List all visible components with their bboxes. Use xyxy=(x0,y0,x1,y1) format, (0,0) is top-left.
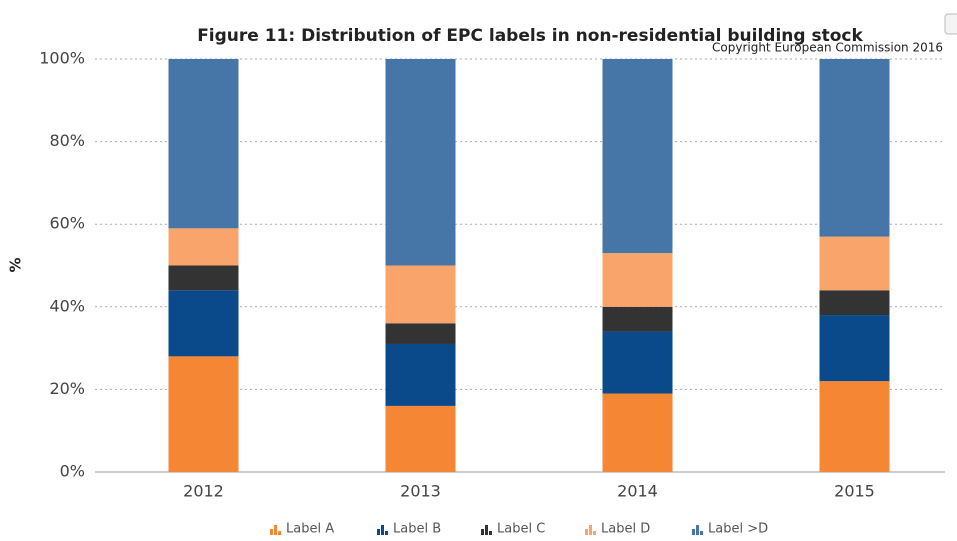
x-tick-label: 2015 xyxy=(834,482,875,501)
bar-segment xyxy=(168,265,239,291)
menu-icon[interactable] xyxy=(944,13,957,35)
legend-label: Label C xyxy=(497,522,545,537)
y-tick-label: 0% xyxy=(60,462,85,481)
legend-swatch xyxy=(585,529,588,535)
legend-swatch xyxy=(485,525,488,535)
bar-segment xyxy=(602,331,673,394)
legend-label: Label >D xyxy=(708,522,768,537)
y-tick-label: 80% xyxy=(49,131,85,150)
bar-segment xyxy=(602,253,673,307)
legend-swatch xyxy=(696,525,699,535)
bar-segment xyxy=(602,59,673,254)
legend-label: Label B xyxy=(393,522,441,537)
bar-segment xyxy=(819,59,890,237)
y-tick-label: 60% xyxy=(49,214,85,233)
legend-label: Label D xyxy=(601,522,650,537)
y-tick-label: 100% xyxy=(39,49,85,68)
bar-segment xyxy=(385,323,456,344)
legend-swatch xyxy=(278,531,281,535)
x-tick-label: 2013 xyxy=(400,482,441,501)
legend-swatch xyxy=(589,525,592,535)
legend-swatch xyxy=(270,529,273,535)
bar-segment xyxy=(385,265,456,324)
legend-swatch xyxy=(381,525,384,535)
bar-segment xyxy=(819,381,890,472)
bar-segment xyxy=(385,343,456,406)
legend-swatch xyxy=(692,529,695,535)
legend-swatch xyxy=(489,531,492,535)
chart-title: Figure 11: Distribution of EPC labels in… xyxy=(197,26,863,46)
bar-segment xyxy=(168,290,239,357)
x-tick-label: 2014 xyxy=(617,482,658,501)
legend-label: Label A xyxy=(286,522,334,537)
y-axis-label: % xyxy=(7,257,25,272)
bar-segment xyxy=(819,236,890,291)
bar-segment xyxy=(385,59,456,266)
legend-swatch xyxy=(481,529,484,535)
legend-swatch xyxy=(377,529,380,535)
legend-swatch xyxy=(385,531,388,535)
y-tick-label: 20% xyxy=(49,379,85,398)
bar-segment xyxy=(819,290,890,316)
bar-segment xyxy=(602,393,673,472)
x-tick-label: 2012 xyxy=(183,482,224,501)
bar-segment xyxy=(819,315,890,382)
legend-swatch xyxy=(700,531,703,535)
credit: Copyright European Commission 2016 xyxy=(712,41,943,55)
legend-swatch xyxy=(274,525,277,535)
legend-swatch xyxy=(593,531,596,535)
bar-segment xyxy=(168,356,239,472)
bar-segment xyxy=(602,306,673,332)
bar-segment xyxy=(168,59,239,229)
y-tick-label: 40% xyxy=(49,296,85,315)
bar-segment xyxy=(385,405,456,472)
bar-segment xyxy=(168,228,239,266)
